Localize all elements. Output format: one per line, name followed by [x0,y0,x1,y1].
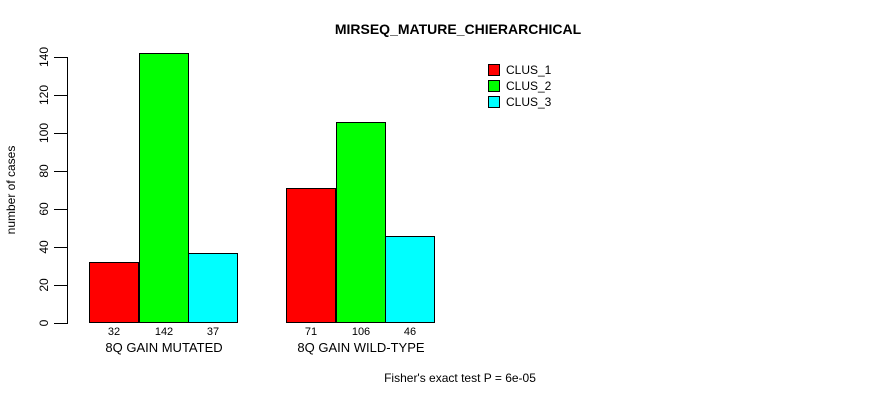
category-label: 8Q GAIN MUTATED [105,340,223,355]
bar-value-label: 142 [154,326,174,338]
y-axis-tick [54,171,67,172]
y-axis-tick [54,57,67,58]
bar-clus_1 [89,262,139,323]
y-axis-tick-label: 40 [37,240,51,254]
y-axis-tick-label: 60 [37,202,51,216]
y-axis-tick [54,323,67,324]
legend-item: CLUS_2 [488,78,551,94]
y-axis-tick [54,285,67,286]
y-axis-tick-label: 0 [37,319,51,327]
y-axis-tick-label: 120 [37,84,51,106]
legend-item: CLUS_1 [488,62,551,78]
bar-value-label: 106 [351,326,371,338]
y-axis-tick-label: 80 [37,164,51,178]
legend-swatch-clus_3 [488,96,500,108]
legend-swatch-clus_1 [488,64,500,76]
y-axis-tick-label: 100 [37,122,51,144]
bar-value-label: 46 [403,326,417,338]
legend-item: CLUS_3 [488,94,551,110]
bar-clus_2 [336,122,386,323]
y-axis-tick [54,247,67,248]
y-axis-tick-label: 20 [37,278,51,292]
y-axis-tick [54,133,67,134]
y-axis-label: number of cases [4,145,18,235]
legend-label: CLUS_3 [506,95,552,109]
bar-clus_3 [385,236,435,323]
y-axis-line [67,57,68,324]
bar-clus_1 [286,188,336,323]
footnote: Fisher's exact test P = 6e-05 [384,371,536,385]
bar-clus_3 [188,253,238,323]
bar-clus_2 [139,53,189,323]
legend: CLUS_1 CLUS_2 CLUS_3 [488,62,551,110]
chart-title: MIRSEQ_MATURE_CHIERARCHICAL [334,21,582,37]
legend-label: CLUS_2 [506,79,552,93]
legend-swatch-clus_2 [488,80,500,92]
y-axis-tick-label: 140 [37,46,51,68]
bar-value-label: 32 [107,326,121,338]
bar-value-label: 37 [206,326,220,338]
category-label: 8Q GAIN WILD-TYPE [297,340,425,355]
legend-label: CLUS_1 [506,63,552,77]
y-axis-tick [54,209,67,210]
y-axis-tick [54,95,67,96]
bar-value-label: 71 [304,326,318,338]
